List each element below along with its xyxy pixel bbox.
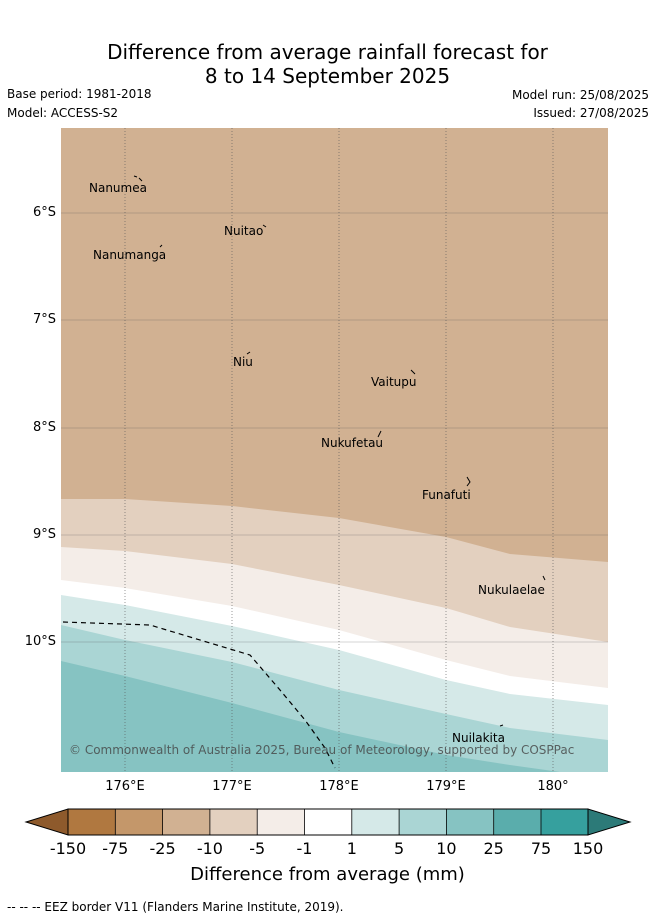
eez-footnote: -- -- -- EEZ border V11 (Flanders Marine…: [7, 900, 344, 914]
lon-label-178e: 178°E: [319, 779, 359, 794]
lon-label-179e: 179°E: [426, 779, 466, 794]
lat-label-10s: 10°S: [24, 634, 56, 649]
place-label-nukufetau: Nukufetau: [321, 436, 383, 450]
colorbar-label-2: -25: [149, 839, 176, 858]
title-line-2: 8 to 14 September 2025: [204, 64, 451, 88]
lat-label-7s: 7°S: [32, 312, 56, 327]
island-nanumanga: [159, 244, 163, 248]
model-name: Model: ACCESS-S2: [7, 106, 119, 120]
colorbar-cell-1: [68, 809, 116, 835]
lon-label-176e: 176°E: [105, 779, 145, 794]
island-nuilakita: [499, 724, 504, 727]
place-label-nuitao: Nuitao: [224, 224, 263, 238]
colorbar-dividers: [114, 809, 542, 835]
colorbar-label-3: -10: [196, 839, 223, 858]
colorbar-cell-9: [446, 809, 494, 835]
lon-label-177e: 177°E: [212, 779, 252, 794]
chart-title: Difference from average rainfall forecas…: [0, 40, 655, 88]
colorbar-outline: [67, 808, 589, 836]
place-label-nanumanga: Nanumanga: [93, 248, 166, 262]
colorbar-label-5: -1: [296, 839, 313, 858]
colorbar-label-10: 75: [530, 839, 552, 858]
colorbar-cell-5: [257, 809, 305, 835]
colorbar: [24, 808, 632, 836]
island-nanumea: [133, 175, 143, 182]
colorbar-label-6: 1: [346, 839, 357, 858]
island-vaitupu: [410, 369, 416, 375]
colorbar-cell-8: [399, 809, 447, 835]
colorbar-cell-low-extend: [24, 808, 69, 836]
colorbar-label-0: -150: [49, 839, 87, 858]
colorbar-label-4: -5: [249, 839, 266, 858]
place-label-funafuti: Funafuti: [422, 488, 471, 502]
contour-bands: [61, 128, 608, 772]
graticule: [61, 128, 608, 772]
island-funafuti: [466, 476, 471, 487]
lat-label-6s: 6°S: [32, 205, 56, 220]
island-nuitao: [262, 224, 267, 228]
colorbar-cell-6: [304, 809, 352, 835]
colorbar-cell-high-extend: [587, 808, 632, 836]
colorbar-cell-4: [209, 809, 258, 835]
island-nukulaelae: [542, 575, 546, 581]
island-nukufetau: [377, 430, 382, 438]
colorbar-title: Difference from average (mm): [190, 864, 465, 885]
title-line-1: Difference from average rainfall forecas…: [107, 40, 548, 64]
colorbar-label-7: 5: [394, 839, 405, 858]
colorbar-label-9: 25: [483, 839, 504, 858]
place-labels: Nanumea Nuitao Nanumanga Niu Vaitupu Nuk…: [89, 181, 545, 745]
colorbar-label-1: -75: [102, 839, 129, 858]
band-wet-25: [61, 661, 560, 772]
island-niu: [246, 351, 251, 355]
colorbar-cell-11: [541, 809, 588, 835]
place-label-nukulaelae: Nukulaelae: [478, 583, 545, 597]
colorbar-cell-2: [115, 809, 163, 835]
colorbar-cell-7: [351, 809, 400, 835]
place-label-nuilakita: Nuilakita: [452, 731, 505, 745]
base-period: Base period: 1981-2018: [7, 87, 152, 101]
place-label-niu: Niu: [233, 355, 253, 369]
attribution-text: © Commonwealth of Australia 2025, Bureau…: [69, 743, 574, 757]
place-label-vaitupu: Vaitupu: [371, 375, 417, 389]
lat-label-9s: 9°S: [32, 527, 56, 542]
lon-label-180: 180°: [537, 779, 569, 794]
colorbar-label-8: 10: [436, 839, 457, 858]
colorbar-cell-3: [162, 809, 210, 835]
place-label-nanumea: Nanumea: [89, 181, 147, 195]
issued-date: Issued: 27/08/2025: [533, 106, 649, 120]
model-run-date: Model run: 25/08/2025: [511, 88, 649, 102]
colorbar-cell-10: [493, 809, 541, 835]
lat-label-8s: 8°S: [32, 420, 56, 435]
colorbar-label-11: 150: [572, 839, 604, 858]
island-outlines: [133, 175, 546, 727]
